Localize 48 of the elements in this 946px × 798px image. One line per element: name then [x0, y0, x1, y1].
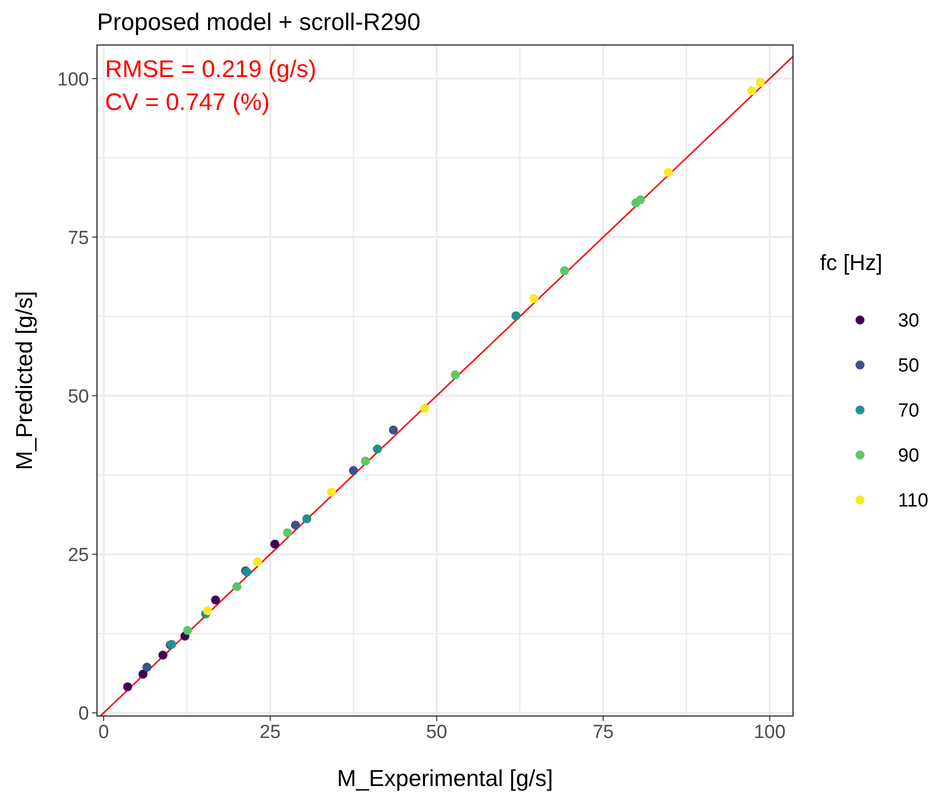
legend-label: 30	[898, 310, 920, 332]
x-axis-title: M_Experimental [g/s]	[336, 765, 554, 791]
y-tick-label: 25	[68, 544, 89, 566]
legend-label: 110	[898, 490, 928, 512]
point	[348, 466, 358, 476]
point	[142, 662, 152, 672]
point	[123, 682, 132, 692]
annotation: CV = 0.747 (%)	[105, 89, 270, 116]
point	[138, 670, 148, 679]
x-tick-label: 0	[98, 722, 109, 743]
x-tick-label: 25	[260, 722, 281, 743]
point	[290, 520, 300, 530]
point	[302, 514, 312, 524]
legend-title: fc [Hz]	[820, 250, 882, 275]
y-tick-label: 0	[78, 703, 89, 724]
point	[372, 444, 382, 454]
point	[253, 557, 262, 566]
point	[158, 650, 168, 660]
legend-label: 50	[898, 356, 920, 377]
legend-label: 70	[898, 400, 920, 422]
y-tick-label: 75	[68, 228, 89, 249]
point	[326, 488, 336, 497]
point	[560, 266, 570, 276]
point	[360, 456, 370, 466]
point	[183, 626, 192, 635]
x-tick-label: 75	[592, 722, 614, 743]
legend-label: 90	[898, 446, 920, 467]
x-tick-label: 100	[754, 722, 786, 743]
point	[450, 370, 460, 380]
point	[747, 86, 756, 96]
point	[211, 595, 220, 604]
point	[529, 294, 538, 304]
y-tick-label: 100	[57, 69, 89, 90]
point	[756, 78, 765, 87]
y-tick-label: 50	[68, 386, 89, 408]
point	[511, 311, 520, 320]
annotation: RMSE = 0.219 (g/s)	[105, 56, 316, 83]
point	[664, 168, 673, 177]
y-axis-title: M_Predicted [g/s]	[11, 291, 37, 470]
point	[388, 425, 398, 434]
chart-title: Proposed model + scroll-R290	[97, 9, 420, 36]
point	[232, 582, 242, 592]
point	[203, 606, 212, 616]
point	[420, 404, 430, 413]
x-tick-label: 50	[426, 722, 448, 743]
point	[270, 540, 280, 549]
point	[282, 528, 292, 538]
point	[636, 195, 645, 204]
